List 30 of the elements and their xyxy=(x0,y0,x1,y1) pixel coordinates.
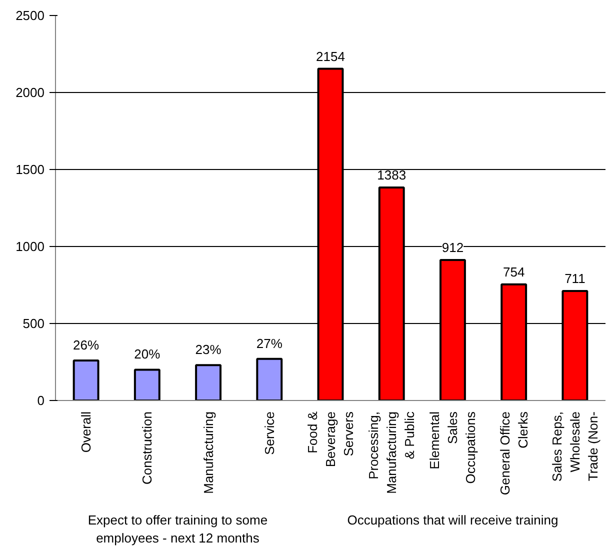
y-tick-label: 1500 xyxy=(16,162,44,177)
x-tick-label: Food & Beverage Servers xyxy=(305,411,356,468)
text: Occupations that will receive training xyxy=(347,512,558,528)
annotation: 23% xyxy=(195,342,222,358)
bar xyxy=(195,364,222,400)
y-tick-label: 500 xyxy=(22,316,45,331)
text: Expect to offer training to some employees - next 12 months xyxy=(88,512,268,546)
x-tick-label: General Office Clerks xyxy=(497,411,530,496)
x-tick-label: Manufacturing xyxy=(200,411,216,494)
data-label: 912 xyxy=(442,240,464,256)
bar xyxy=(134,368,160,400)
x-tick-label: Construction xyxy=(140,411,155,484)
annotation: 27% xyxy=(256,336,283,351)
y-tick-label: 2000 xyxy=(16,85,44,100)
data-label: 2154 xyxy=(316,48,345,64)
bar xyxy=(256,358,283,400)
data-label: 1383 xyxy=(377,168,406,183)
x-tick-label: Sales Reps, Wholesale Trade (Non- xyxy=(549,411,600,482)
x-tick-label: Processing, Manufacturing & Public xyxy=(366,411,418,494)
data-label: 754 xyxy=(502,264,525,280)
bar xyxy=(72,359,100,400)
data-label: 711 xyxy=(564,271,586,286)
x-tick-label: Overall xyxy=(78,411,94,453)
annotation: 20% xyxy=(134,346,161,362)
y-tick-label: 0 xyxy=(37,393,45,408)
annotation: 26% xyxy=(73,337,100,352)
y-tick-label: 2500 xyxy=(16,8,44,23)
y-tick-label: 1000 xyxy=(16,239,44,254)
x-tick-label: Service xyxy=(262,411,277,455)
x-tick-label: Elemental Sales Occupations xyxy=(427,411,478,484)
